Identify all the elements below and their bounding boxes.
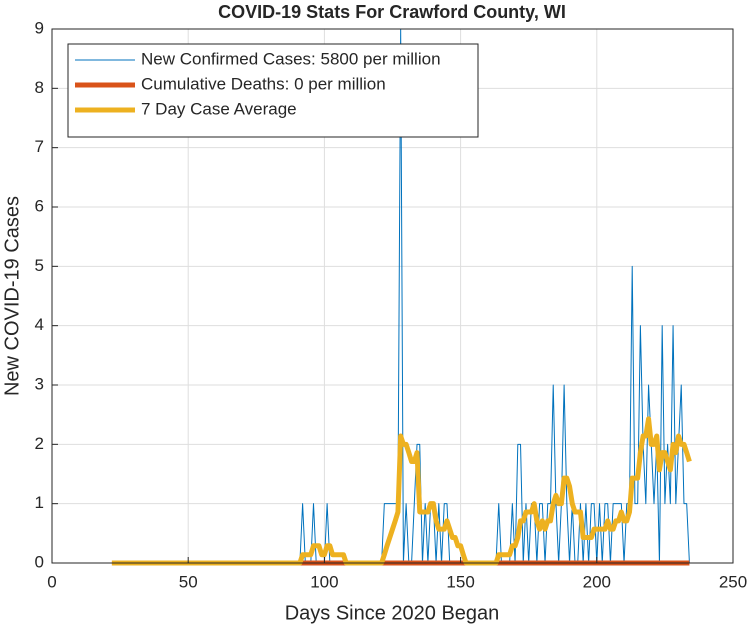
legend-box [67, 43, 479, 138]
y-tick-label: 3 [35, 374, 44, 393]
y-tick-label: 7 [35, 137, 44, 156]
y-tick-label: 4 [35, 315, 44, 334]
x-tick-label: 150 [446, 572, 474, 591]
y-tick-label: 5 [35, 256, 44, 275]
x-tick-label: 50 [179, 572, 198, 591]
y-axis-label: New COVID-19 Cases [1, 196, 23, 396]
x-tick-label: 100 [310, 572, 338, 591]
chart-title: COVID-19 Stats For Crawford County, WI [218, 2, 566, 22]
y-tick-label: 8 [35, 78, 44, 97]
x-tick-label: 200 [583, 572, 611, 591]
x-axis-label: Days Since 2020 Began [285, 602, 500, 624]
legend-label: New Confirmed Cases: 5800 per million [141, 49, 441, 68]
plot-frame [51, 28, 734, 564]
x-tick-label: 250 [719, 572, 747, 591]
legend: New Confirmed Cases: 5800 per million Cum… [67, 43, 479, 138]
y-tick-label: 0 [35, 552, 44, 571]
y-tick-label: 6 [35, 196, 44, 215]
legend-label: Cumulative Deaths: 0 per million [141, 74, 386, 93]
y-tick-label: 2 [35, 434, 44, 453]
x-tick-label: 0 [47, 572, 56, 591]
legend-label: 7 Day Case Average [141, 99, 297, 118]
y-tick-label: 9 [35, 18, 44, 37]
y-tick-label: 1 [35, 493, 44, 512]
